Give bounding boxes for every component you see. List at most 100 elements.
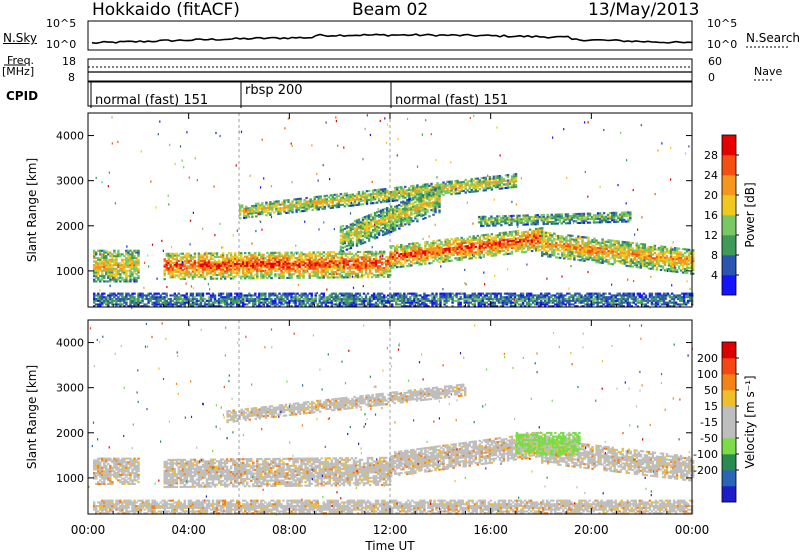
- scatter-cell: [442, 257, 445, 260]
- scatter-cell: [589, 255, 592, 258]
- scatter-cell: [396, 224, 399, 227]
- scatter-cell: [366, 272, 370, 275]
- scatter-cell: [629, 215, 632, 218]
- scatter-cell: [470, 241, 473, 244]
- scatter-cell: [280, 264, 283, 267]
- scatter-cell: [173, 261, 177, 264]
- scatter-cell: [593, 250, 596, 253]
- scatter-cell: [569, 252, 572, 255]
- scatter-cell: [565, 239, 568, 242]
- scatter-cell: [416, 209, 419, 212]
- scatter-cell: [436, 245, 439, 248]
- scatter-cell: [211, 270, 215, 273]
- scatter-cell: [318, 263, 321, 266]
- scatter-cell: [442, 181, 445, 184]
- scatter-cell: [677, 265, 681, 268]
- scatter-cell: [107, 260, 110, 263]
- scatter-cell: [663, 256, 667, 259]
- scatter-cell: [355, 240, 359, 243]
- scatter-cell: [365, 233, 369, 236]
- scatter-cell: [466, 245, 469, 248]
- scatter-cell: [528, 243, 532, 246]
- scatter-cell: [537, 238, 540, 241]
- scatter-cell: [414, 210, 417, 213]
- scatter-cell: [175, 256, 179, 259]
- scatter-cell: [390, 256, 393, 259]
- scatter-cell: [526, 237, 530, 240]
- scatter-cell: [526, 230, 530, 233]
- scatter-cell: [426, 186, 429, 189]
- scatter-cell: [341, 196, 345, 199]
- scatter-cell: [312, 265, 315, 268]
- scatter-cell: [392, 198, 395, 201]
- scatter-cell: [422, 196, 425, 199]
- scatter-cell: [565, 243, 568, 246]
- scatter-cell: [298, 253, 301, 256]
- scatter-cell: [396, 195, 399, 198]
- scatter-cell: [566, 222, 570, 225]
- scatter-cell: [326, 271, 330, 274]
- scatter-cell: [265, 208, 268, 211]
- scatter-cell: [115, 262, 118, 265]
- scatter-cell: [252, 264, 255, 267]
- scatter-cell: [426, 210, 429, 213]
- scatter-cell: [173, 269, 177, 272]
- scatter-cell: [603, 249, 606, 252]
- scatter-cell: [402, 189, 405, 192]
- scatter-cell: [446, 243, 449, 246]
- scatter-cell: [371, 225, 375, 228]
- scatter-cell: [315, 201, 318, 204]
- scatter-cell: [611, 245, 614, 248]
- scatter-cell: [478, 182, 482, 185]
- scatter-cell: [221, 270, 225, 273]
- scatter-cell: [456, 248, 459, 251]
- scatter-cell: [209, 268, 213, 271]
- scatter-cell: [480, 221, 483, 224]
- scatter-cell: [502, 238, 506, 241]
- scatter-cell: [681, 267, 685, 270]
- scatter-cell: [369, 213, 373, 216]
- scatter-cell: [261, 212, 264, 215]
- scatter-cell: [510, 222, 513, 225]
- scatter-cell: [508, 240, 512, 243]
- scatter-cell: [428, 190, 431, 193]
- scatter-cell: [498, 180, 502, 183]
- scatter-cell: [490, 249, 494, 252]
- scatter-cell: [406, 189, 409, 192]
- scatter-cell: [177, 265, 181, 268]
- scatter-cell: [129, 305, 132, 308]
- scatter-cell: [633, 251, 637, 254]
- scatter-cell: [434, 202, 437, 205]
- scatter-cell: [369, 200, 373, 203]
- scatter-cell: [232, 257, 235, 260]
- scatter-cell: [232, 272, 235, 275]
- scatter-cell: [303, 206, 306, 209]
- scatter-cell: [594, 216, 598, 219]
- scatter-cell: [480, 243, 484, 246]
- scatter-cell: [436, 201, 439, 204]
- scatter-cell: [369, 215, 373, 218]
- scatter-cell: [504, 238, 508, 241]
- scatter-cell: [657, 247, 661, 250]
- scatter-cell: [514, 183, 518, 186]
- scatter-cell: [615, 220, 618, 223]
- scatter-cell: [494, 175, 498, 178]
- scatter-cell: [686, 250, 689, 253]
- scatter-cell: [589, 249, 592, 252]
- scatter-cell: [498, 218, 501, 221]
- scatter-cell: [436, 246, 439, 249]
- scatter-cell: [540, 214, 543, 217]
- scatter-cell: [518, 238, 522, 241]
- scatter-cell: [442, 251, 445, 254]
- scatter-cell: [262, 277, 265, 280]
- scatter-cell: [446, 184, 449, 187]
- scatter-cell: [460, 238, 463, 241]
- scatter-cell: [296, 266, 299, 269]
- scatter-cell: [448, 250, 451, 253]
- scatter-cell: [385, 270, 388, 273]
- scatter-cell: [591, 239, 594, 242]
- scatter-cell: [291, 205, 294, 208]
- scatter-cell: [354, 261, 358, 264]
- scatter-cell: [629, 261, 633, 264]
- scatter-cell: [559, 249, 562, 252]
